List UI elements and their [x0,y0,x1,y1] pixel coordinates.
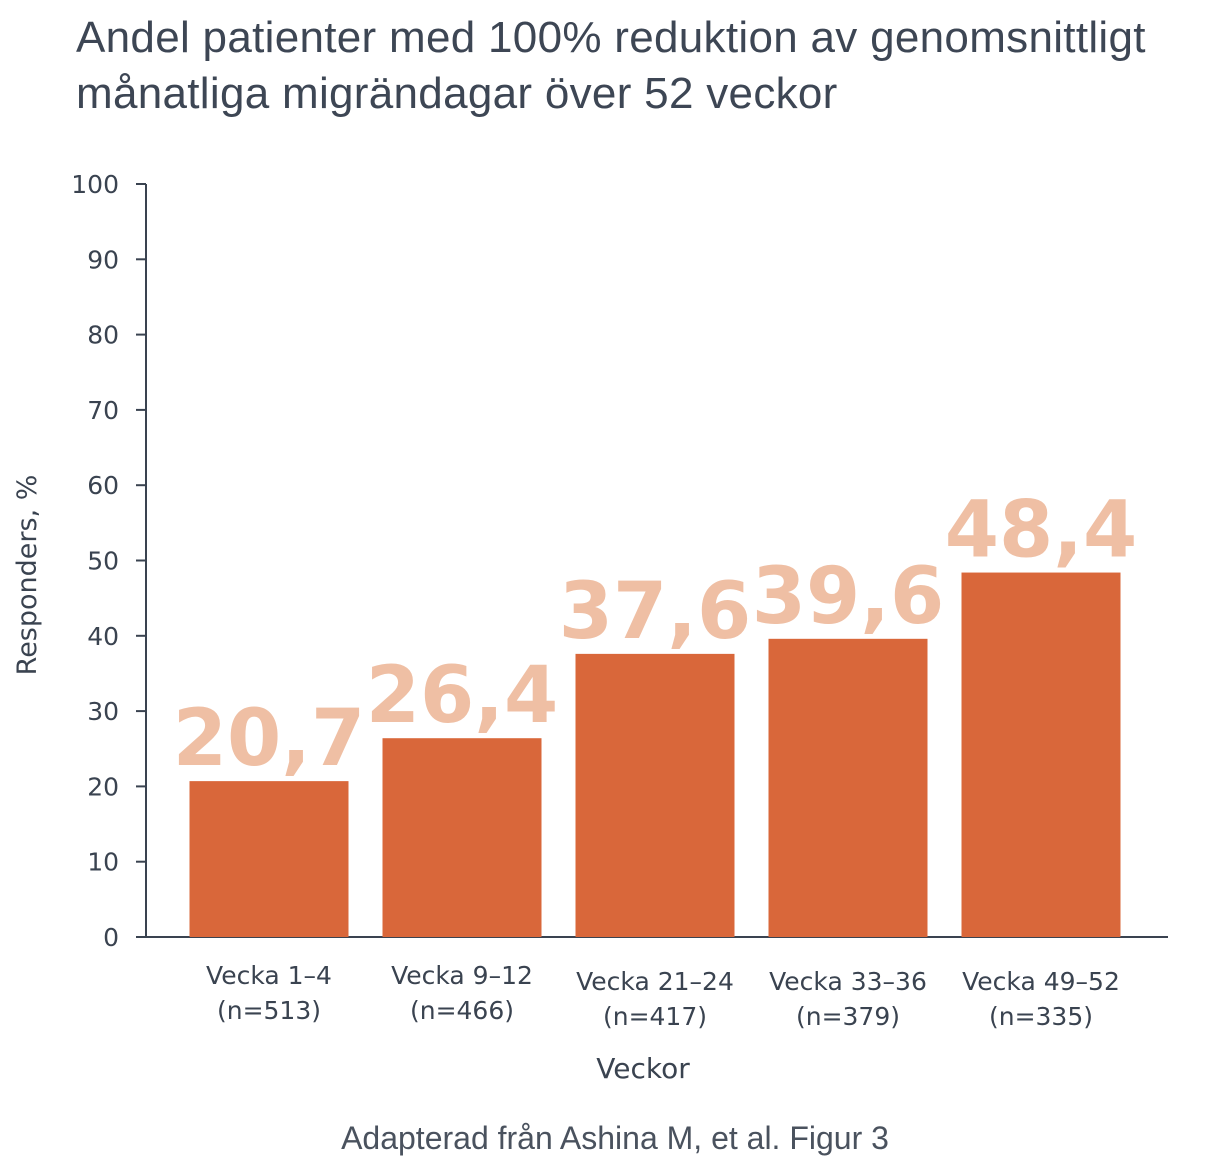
bar [382,738,542,937]
x-tick-label: (n=466) [410,996,514,1025]
x-tick-label: Vecka 49–52 [962,967,1120,996]
x-tick-label: Vecka 33–36 [769,967,927,996]
y-tick-label: 50 [87,547,119,576]
y-tick-label: 60 [87,471,119,500]
bar [189,781,349,937]
x-tick-label: Vecka 1–4 [206,961,332,990]
chart-title-line2: månatliga migrändagar över 52 veckor [76,69,838,118]
bar-value-label: 37,6 [559,567,751,657]
y-tick-label: 20 [87,772,119,801]
x-tick-label: Vecka 9–12 [391,961,533,990]
x-tick-label: Vecka 21–24 [576,967,734,996]
source-caption: Adapterad från Ashina M, et al. Figur 3 [341,1120,889,1156]
bar [575,653,735,937]
bar-value-label: 48,4 [945,486,1137,576]
x-tick-label: (n=379) [796,1002,900,1031]
y-tick-label: 40 [87,622,119,651]
chart-title-line1: Andel patienter med 100% reduktion av ge… [76,13,1146,62]
y-tick-label: 100 [71,170,119,199]
bar [961,572,1121,937]
y-tick-label: 70 [87,396,119,425]
bar-value-label: 26,4 [366,651,558,741]
chart-title: Andel patienter med 100% reduktion av ge… [76,10,1226,122]
bar-value-label: 20,7 [173,694,365,784]
x-tick-label: (n=335) [989,1002,1093,1031]
x-tick-label: (n=417) [603,1002,707,1031]
x-tick-label: (n=513) [217,996,321,1025]
y-axis-label: Responders, % [12,475,43,676]
y-tick-label: 30 [87,697,119,726]
y-tick-label: 10 [87,848,119,877]
bar [768,638,928,937]
y-tick-label: 90 [87,245,119,274]
y-tick-label: 0 [103,923,119,952]
x-axis-label: Veckor [596,1052,690,1085]
y-tick-label: 80 [87,321,119,350]
bar-value-label: 39,6 [752,552,944,642]
